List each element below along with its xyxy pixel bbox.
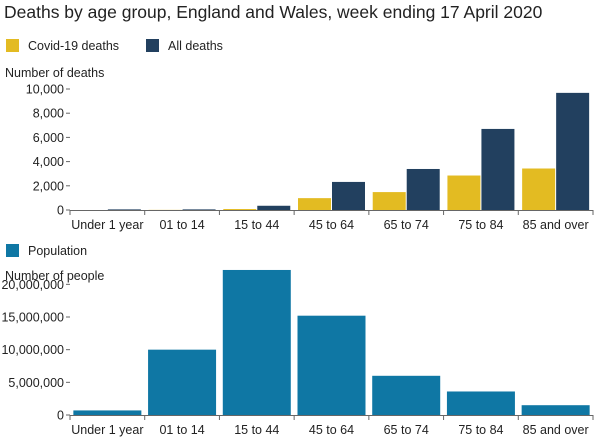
x-tick-label: 45 to 64 (309, 423, 354, 437)
bar (446, 391, 515, 415)
y-tick-label: 10,000 (26, 83, 64, 97)
bar (481, 128, 515, 210)
bar (556, 92, 590, 210)
x-tick-label: 75 to 84 (458, 423, 503, 437)
bar (298, 198, 331, 210)
bar (372, 192, 406, 210)
x-tick-label: 85 and over (523, 423, 589, 437)
chart-title: Deaths by age group, England and Wales, … (4, 2, 543, 22)
bar (222, 269, 291, 415)
bar (406, 168, 440, 210)
bar (522, 168, 556, 210)
bar (297, 315, 366, 415)
legend-swatch (146, 39, 159, 52)
bar (521, 405, 590, 415)
y-tick-label: 15,000,000 (1, 311, 64, 325)
bar (332, 181, 365, 210)
y-tick-label: 4,000 (33, 155, 64, 169)
bar (372, 375, 441, 415)
x-tick-label: 01 to 14 (159, 423, 204, 437)
x-tick-label: 01 to 14 (159, 218, 204, 232)
y-axis-title: Number of deaths (5, 66, 104, 80)
y-tick-label: 2,000 (33, 179, 64, 193)
legend-swatch (6, 39, 19, 52)
x-tick-label: 45 to 64 (309, 218, 354, 232)
y-tick-label: 0 (57, 409, 64, 423)
bar (223, 209, 257, 210)
x-tick-label: Under 1 year (71, 423, 143, 437)
bar (257, 205, 291, 210)
legend-label: Covid-19 deaths (28, 39, 119, 53)
x-tick-label: 15 to 44 (234, 218, 279, 232)
bar (447, 175, 481, 210)
y-tick-label: 5,000,000 (8, 376, 64, 390)
bar (73, 410, 142, 415)
x-tick-label: 85 and over (523, 218, 589, 232)
legend-label: Population (28, 244, 87, 258)
y-tick-label: 8,000 (33, 107, 64, 121)
y-tick-label: 6,000 (33, 131, 64, 145)
y-tick-label: 20,000,000 (1, 278, 64, 292)
y-axis-title: Number of people (5, 269, 104, 283)
y-tick-label: 10,000,000 (1, 343, 64, 357)
y-tick-label: 0 (57, 204, 64, 218)
x-tick-label: 75 to 84 (458, 218, 503, 232)
bar (148, 349, 217, 415)
legend-swatch (6, 244, 19, 257)
x-tick-label: Under 1 year (71, 218, 143, 232)
x-tick-label: 15 to 44 (234, 423, 279, 437)
legend-label: All deaths (168, 39, 223, 53)
x-tick-label: 65 to 74 (384, 423, 429, 437)
x-tick-label: 65 to 74 (384, 218, 429, 232)
bar (182, 209, 216, 210)
bar (107, 209, 141, 210)
